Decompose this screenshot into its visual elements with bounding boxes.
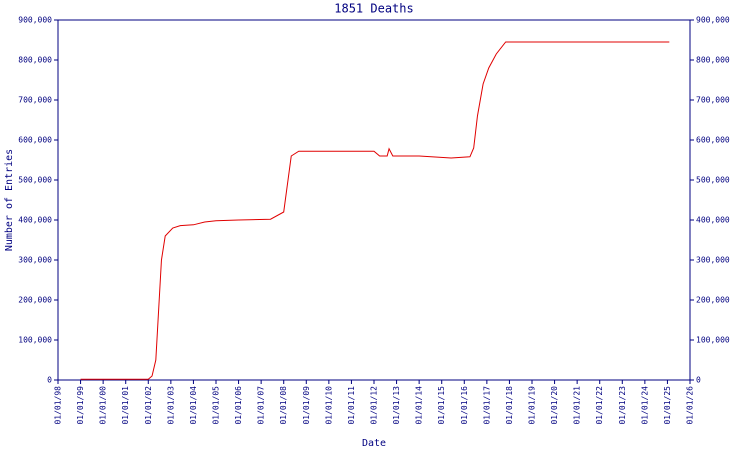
- x-tick-label: 01/01/99: [76, 386, 85, 425]
- y2-tick-label: 0: [696, 376, 701, 385]
- y-tick-label: 400,000: [18, 216, 52, 225]
- x-tick-label: 01/01/18: [505, 386, 514, 425]
- x-tick-label: 01/01/23: [618, 386, 627, 425]
- x-tick-label: 01/01/07: [257, 386, 266, 425]
- x-tick-label: 01/01/26: [686, 386, 695, 425]
- x-tick-label: 01/01/03: [166, 386, 175, 425]
- plot-frame: [57, 19, 691, 381]
- x-tick-label: 01/01/17: [482, 386, 491, 425]
- x-tick-label: 01/01/11: [347, 386, 356, 425]
- x-tick-label: 01/01/24: [640, 386, 649, 425]
- data-line: [80, 41, 670, 380]
- y2-tick-label: 400,000: [696, 216, 730, 225]
- x-tick-label: 01/01/09: [302, 386, 311, 425]
- y2-tick-label: 500,000: [696, 176, 730, 185]
- x-tick-label: 01/01/00: [99, 386, 108, 425]
- y-tick-label: 800,000: [18, 56, 52, 65]
- x-tick-label: 01/01/12: [370, 386, 379, 425]
- x-tick-label: 01/01/21: [573, 386, 582, 425]
- x-tick-label: 01/01/15: [437, 386, 446, 425]
- x-tick-label: 01/01/98: [54, 386, 63, 425]
- y-axis-label: Number of Entries: [4, 149, 15, 251]
- y-tick-label: 500,000: [18, 176, 52, 185]
- chart-title: 1851 Deaths: [334, 2, 413, 16]
- y-tick-label: 900,000: [18, 16, 52, 25]
- y2-tick-label: 900,000: [696, 16, 730, 25]
- y-tick-label: 600,000: [18, 136, 52, 145]
- x-tick-label: 01/01/20: [550, 386, 559, 425]
- y-tick-label: 200,000: [18, 296, 52, 305]
- y2-tick-label: 700,000: [696, 96, 730, 105]
- x-axis-label: Date: [362, 438, 386, 449]
- x-tick-label: 01/01/10: [324, 386, 333, 425]
- x-tick-label: 01/01/19: [528, 386, 537, 425]
- x-tick-label: 01/01/25: [663, 386, 672, 425]
- y2-tick-label: 800,000: [696, 56, 730, 65]
- x-tick-label: 01/01/14: [415, 386, 424, 425]
- x-tick-label: 01/01/05: [212, 386, 221, 425]
- x-tick-label: 01/01/04: [189, 386, 198, 425]
- x-tick-label: 01/01/16: [460, 386, 469, 425]
- x-tick-label: 01/01/08: [279, 386, 288, 425]
- y-tick-label: 0: [47, 376, 52, 385]
- x-tick-label: 01/01/22: [595, 386, 604, 425]
- y-tick-label: 700,000: [18, 96, 52, 105]
- y2-tick-label: 200,000: [696, 296, 730, 305]
- y2-tick-label: 300,000: [696, 256, 730, 265]
- y-tick-label: 100,000: [18, 336, 52, 345]
- y-tick-label: 300,000: [18, 256, 52, 265]
- y2-tick-label: 600,000: [696, 136, 730, 145]
- x-tick-label: 01/01/01: [121, 386, 130, 425]
- y2-tick-label: 100,000: [696, 336, 730, 345]
- x-tick-label: 01/01/02: [144, 386, 153, 425]
- x-tick-label: 01/01/13: [392, 386, 401, 425]
- x-tick-label: 01/01/06: [234, 386, 243, 425]
